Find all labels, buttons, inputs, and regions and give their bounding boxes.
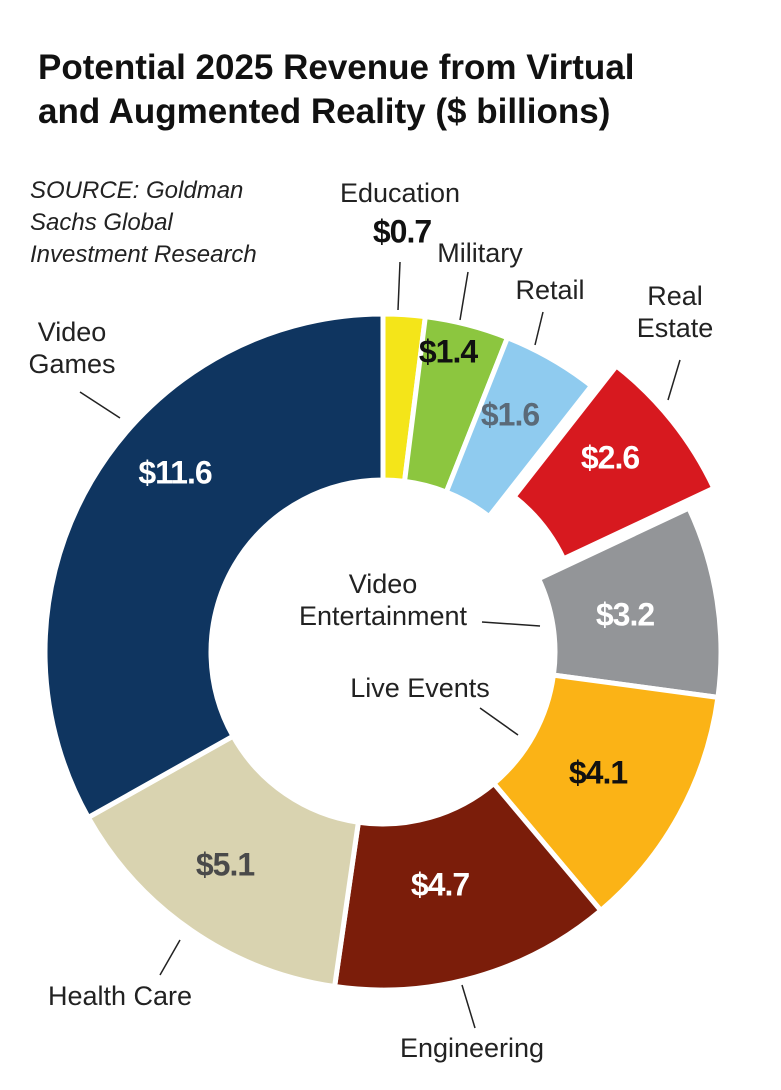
category-label: Video Entertainment <box>298 569 468 631</box>
donut-segment <box>331 780 605 993</box>
value-label: $1.6 <box>480 396 540 433</box>
leader-line <box>459 271 469 321</box>
category-label: Engineering <box>399 1033 545 1063</box>
value-label: $4.7 <box>410 866 470 903</box>
category-label: Education <box>339 178 461 208</box>
value-label: $0.7 <box>372 213 432 250</box>
category-label: Retail <box>515 275 585 305</box>
category-label: Real Estate <box>636 281 714 343</box>
leader-line <box>159 939 181 976</box>
source-note: SOURCE: Goldman Sachs Global Investment … <box>30 177 257 268</box>
leader-line <box>479 707 519 736</box>
value-label: $1.4 <box>418 333 478 370</box>
donut-segment <box>490 672 721 915</box>
category-label: Health Care <box>47 981 193 1011</box>
category-label: Video Games <box>28 317 116 379</box>
value-label: $3.2 <box>595 596 655 633</box>
leader-lines <box>79 261 681 1029</box>
leader-line <box>397 261 401 311</box>
leader-line <box>667 359 681 401</box>
value-label: $2.6 <box>580 439 640 476</box>
donut-segment <box>443 334 595 521</box>
donut-segment <box>42 311 386 821</box>
donut-segment <box>84 732 362 990</box>
category-label: Live Events <box>350 673 490 703</box>
chart-title: Potential 2025 Revenue from Virtual and … <box>38 48 635 131</box>
value-label: $4.1 <box>568 754 628 791</box>
category-label: Military <box>437 238 523 268</box>
value-label: $5.1 <box>195 846 255 883</box>
leader-line <box>481 621 541 627</box>
leader-line <box>534 311 544 346</box>
leader-line <box>461 984 476 1029</box>
donut-segment <box>510 362 718 563</box>
value-label: $11.6 <box>138 454 212 491</box>
leader-line <box>79 391 121 419</box>
